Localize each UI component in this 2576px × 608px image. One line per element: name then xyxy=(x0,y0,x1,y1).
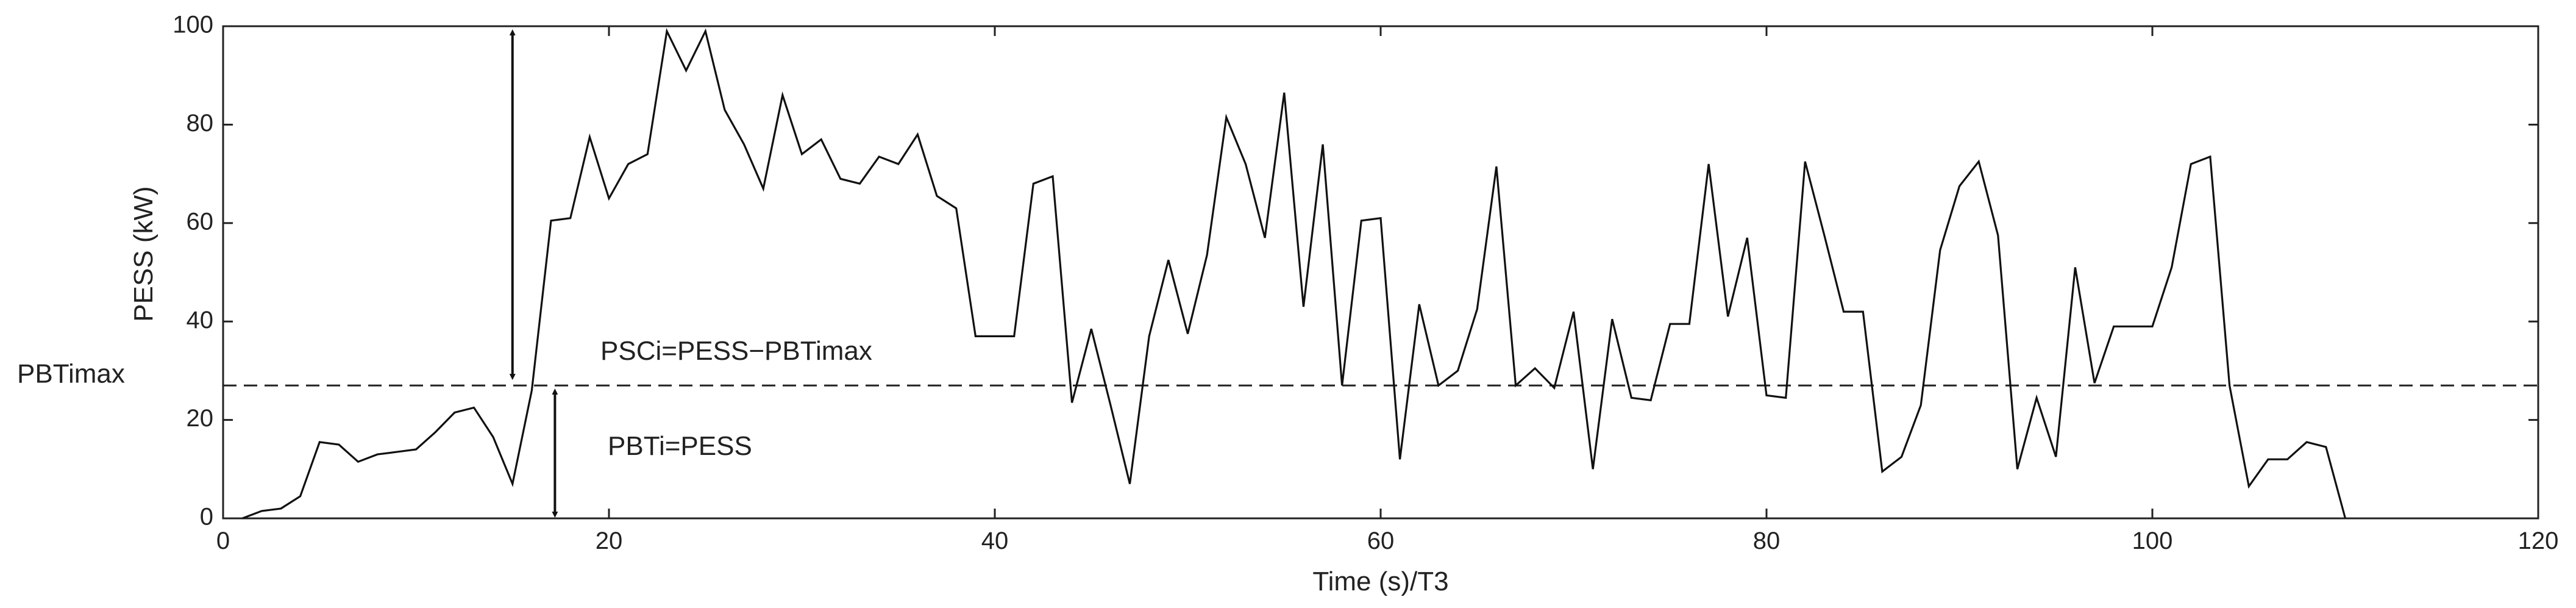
x-tick-label: 0 xyxy=(216,528,230,554)
plot-frame xyxy=(222,25,2539,520)
y-tick-label: 80 xyxy=(187,110,214,137)
y-tick-label: 20 xyxy=(187,405,214,432)
x-tick-label: 100 xyxy=(2132,528,2173,554)
tick-label-group: 0 20 40 60 80 100 120 0 20 40 60 80 100 xyxy=(173,12,2558,554)
x-tick-label: 60 xyxy=(1367,528,1395,554)
x-tick-label: 20 xyxy=(596,528,623,554)
y-tick-label: 60 xyxy=(187,208,214,235)
threshold-label: PBTimax xyxy=(17,359,125,389)
y-axis-label: PESS (kW) xyxy=(129,186,158,321)
y-tick-label: 100 xyxy=(173,12,213,38)
pbt-annotation: PBTi=PESS xyxy=(608,431,752,461)
x-tick-label: 120 xyxy=(2518,528,2559,554)
x-tick-label: 80 xyxy=(1753,528,1781,554)
y-tick-label: 40 xyxy=(187,307,214,334)
y-tick-label: 0 xyxy=(200,504,213,531)
series-line xyxy=(242,27,2347,520)
x-tick-label: 40 xyxy=(981,528,1009,554)
x-axis-label: Time (s)/T3 xyxy=(1312,567,1448,596)
psc-annotation: PSCi=PESS−PBTimax xyxy=(600,336,872,366)
tick-group xyxy=(222,25,2539,520)
